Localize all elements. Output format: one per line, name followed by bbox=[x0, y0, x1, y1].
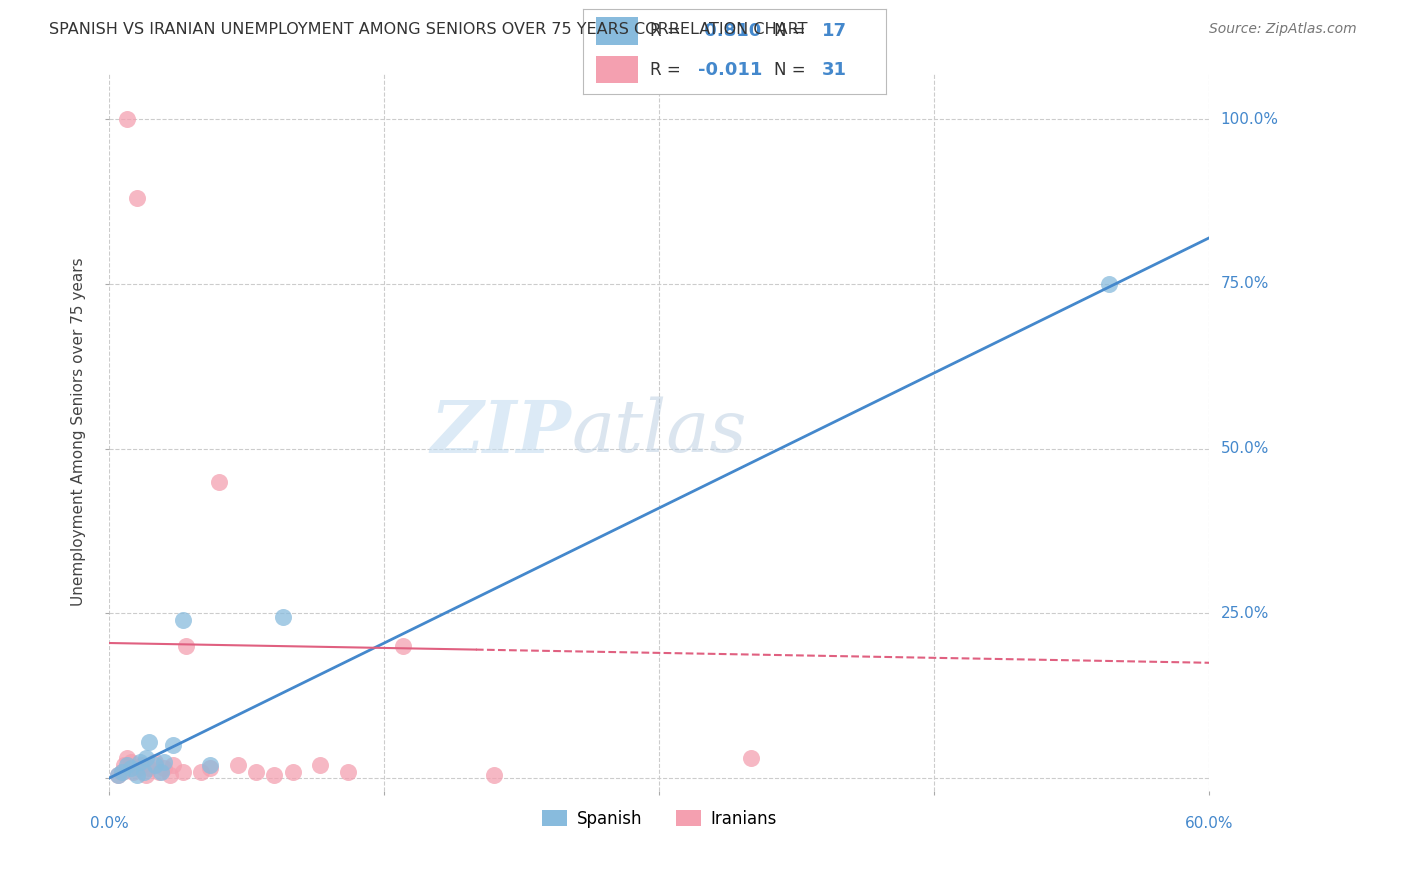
Point bbox=[309, 758, 332, 772]
Point bbox=[162, 738, 184, 752]
Point bbox=[273, 609, 295, 624]
Point bbox=[135, 751, 157, 765]
Point bbox=[117, 112, 139, 127]
Point bbox=[336, 764, 359, 779]
Y-axis label: Unemployment Among Seniors over 75 years: Unemployment Among Seniors over 75 years bbox=[72, 258, 86, 607]
Point bbox=[120, 761, 142, 775]
Text: atlas: atlas bbox=[571, 397, 747, 467]
Text: -0.011: -0.011 bbox=[699, 61, 762, 78]
Text: 17: 17 bbox=[823, 22, 848, 40]
Point bbox=[125, 768, 148, 782]
Text: 60.0%: 60.0% bbox=[1185, 816, 1233, 831]
Text: SPANISH VS IRANIAN UNEMPLOYMENT AMONG SENIORS OVER 75 YEARS CORRELATION CHART: SPANISH VS IRANIAN UNEMPLOYMENT AMONG SE… bbox=[49, 22, 807, 37]
Point bbox=[149, 764, 172, 779]
Point bbox=[263, 768, 285, 782]
Point bbox=[122, 764, 145, 779]
Point bbox=[111, 764, 134, 779]
Point bbox=[138, 761, 160, 775]
Point bbox=[132, 764, 155, 779]
Point bbox=[281, 764, 304, 779]
Text: 50.0%: 50.0% bbox=[1220, 442, 1268, 456]
Point bbox=[107, 768, 129, 782]
Text: 0.0%: 0.0% bbox=[90, 816, 128, 831]
Point bbox=[198, 761, 221, 775]
Point bbox=[131, 758, 153, 772]
Point bbox=[391, 640, 413, 654]
FancyBboxPatch shape bbox=[596, 56, 638, 84]
Point bbox=[198, 758, 221, 772]
Point bbox=[125, 191, 148, 205]
Point bbox=[484, 768, 506, 782]
Text: 25.0%: 25.0% bbox=[1220, 606, 1268, 621]
Text: ZIP: ZIP bbox=[430, 397, 571, 467]
Text: 0.810: 0.810 bbox=[699, 22, 762, 40]
Text: 100.0%: 100.0% bbox=[1220, 112, 1278, 127]
Legend: Spanish, Iranians: Spanish, Iranians bbox=[536, 804, 783, 835]
Point bbox=[107, 768, 129, 782]
Point bbox=[740, 751, 762, 765]
Point bbox=[112, 758, 135, 772]
Text: Source: ZipAtlas.com: Source: ZipAtlas.com bbox=[1209, 22, 1357, 37]
Point bbox=[162, 758, 184, 772]
Point bbox=[129, 755, 152, 769]
Point bbox=[143, 755, 166, 769]
Point bbox=[111, 764, 134, 779]
FancyBboxPatch shape bbox=[596, 18, 638, 45]
Point bbox=[143, 758, 166, 772]
Point bbox=[128, 761, 150, 775]
Text: N =: N = bbox=[773, 61, 811, 78]
Point bbox=[208, 475, 231, 489]
Point bbox=[138, 735, 160, 749]
Point bbox=[120, 755, 142, 769]
Point bbox=[135, 768, 157, 782]
Point bbox=[172, 764, 194, 779]
Point bbox=[159, 768, 181, 782]
Text: R =: R = bbox=[650, 61, 686, 78]
Point bbox=[117, 751, 139, 765]
Text: 75.0%: 75.0% bbox=[1220, 277, 1268, 292]
Text: R =: R = bbox=[650, 22, 686, 40]
Point bbox=[226, 758, 249, 772]
Point bbox=[117, 758, 139, 772]
Point bbox=[153, 761, 176, 775]
Text: N =: N = bbox=[773, 22, 811, 40]
Point bbox=[1097, 277, 1119, 291]
Point bbox=[172, 613, 194, 627]
Point bbox=[190, 764, 212, 779]
Point bbox=[245, 764, 267, 779]
Text: 31: 31 bbox=[823, 61, 848, 78]
Point bbox=[153, 755, 176, 769]
Point bbox=[174, 640, 197, 654]
Point bbox=[148, 764, 170, 779]
